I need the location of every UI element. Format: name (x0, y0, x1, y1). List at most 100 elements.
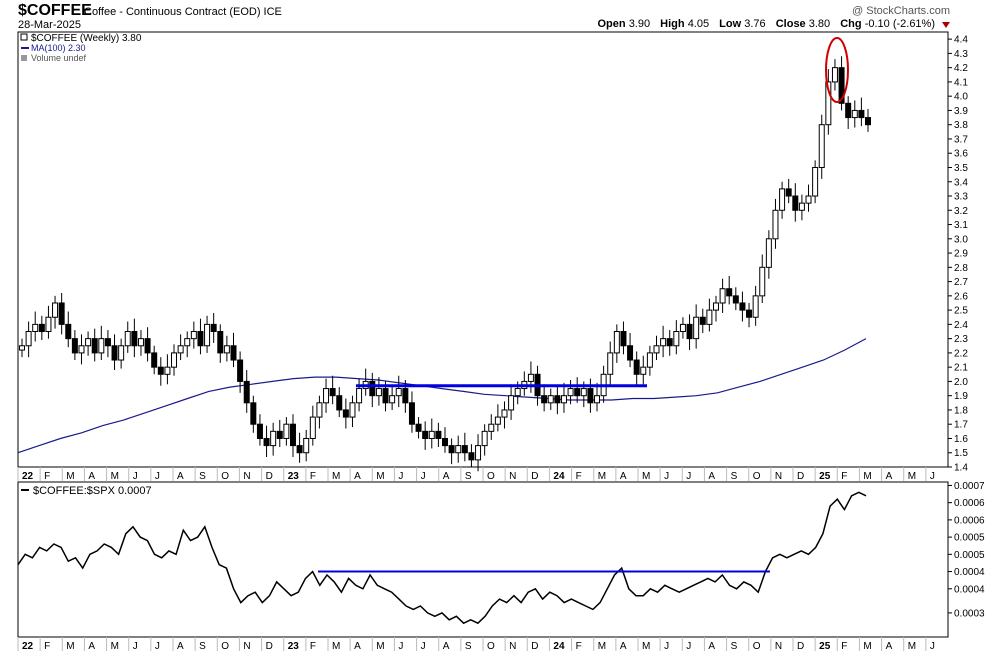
price-candle (408, 391, 415, 433)
price-ytick-label: 1.8 (954, 405, 968, 416)
candle-body (171, 352, 178, 368)
candle-body (765, 238, 772, 268)
price-candle (38, 315, 45, 341)
price-candle (475, 434, 482, 472)
ratio-xtick-label: F (576, 641, 582, 652)
price-xtick-label: A (620, 471, 627, 482)
candle-body (541, 395, 548, 404)
price-xtick-label: F (44, 471, 50, 482)
chart-date: 28-Mar-2025 (18, 19, 81, 31)
ratio-xtick-label: S (465, 641, 472, 652)
price-candle (613, 324, 620, 363)
price-ytick-label: 4.2 (954, 63, 968, 74)
price-candle (171, 344, 178, 376)
ratio-xtick-label: N (243, 641, 250, 652)
ratio-xtick-label: A (620, 641, 627, 652)
price-candle (752, 285, 759, 326)
candle-body (382, 388, 389, 404)
candle-body (210, 323, 217, 333)
legend-volume: Volume undef (31, 53, 87, 63)
price-ytick-label: 3.1 (954, 220, 968, 231)
ratio-ytick-label: 0.0007 (954, 481, 985, 492)
candle-body (607, 352, 614, 375)
candle-body (779, 188, 786, 211)
price-candle (349, 395, 356, 428)
candle-body (594, 395, 601, 404)
candle-body (197, 331, 204, 347)
candle-body (408, 402, 415, 425)
price-candle (508, 384, 515, 420)
price-candle (461, 432, 468, 462)
candle-body (752, 295, 759, 318)
price-candle (369, 372, 376, 408)
candle-body (52, 302, 59, 318)
price-candle (250, 395, 257, 433)
price-ytick-label: 2.0 (954, 377, 968, 388)
candle-body (58, 302, 65, 325)
ratio-panel (17, 481, 949, 638)
candle-body (712, 302, 719, 311)
price-candle (785, 178, 792, 204)
price-candle (646, 345, 653, 376)
ratio-xtick-label: J (155, 641, 160, 652)
candle-body (309, 416, 316, 439)
candle-body (560, 395, 567, 404)
candle-body (131, 331, 138, 347)
price-xtick-label: F (576, 471, 582, 482)
price-xtick-label: M (598, 471, 606, 482)
candle-body (494, 416, 501, 425)
candle-body (574, 388, 581, 397)
candle-body (323, 388, 330, 404)
price-ytick-label: 3.5 (954, 163, 968, 174)
price-candle (554, 385, 561, 415)
price-xtick-label: S (731, 471, 738, 482)
price-candle (151, 345, 158, 375)
price-candle (356, 378, 363, 412)
candle-body (772, 209, 779, 240)
price-candle (660, 325, 667, 358)
low-label: Low (719, 18, 742, 30)
ratio-xtick-label: M (332, 641, 340, 652)
price-ytick-label: 2.6 (954, 291, 968, 302)
price-xtick-label: N (243, 471, 250, 482)
candle-body (845, 102, 852, 119)
price-ytick-label: 3.2 (954, 206, 968, 217)
price-candle (521, 371, 528, 396)
price-ytick-label: 3.8 (954, 120, 968, 131)
price-candle (739, 291, 746, 322)
ratio-xtick-label: N (775, 641, 782, 652)
candle-body (65, 323, 72, 340)
price-candle (85, 331, 92, 356)
price-xtick-label: M (332, 471, 340, 482)
price-ytick-label: 4.0 (954, 92, 968, 103)
price-ytick-label: 2.8 (954, 263, 968, 274)
ratio-xtick-label: 23 (288, 641, 300, 652)
candle-body (349, 402, 356, 418)
candle-body (151, 352, 158, 368)
candle-body (276, 430, 283, 439)
ratio-xtick-label: D (531, 641, 538, 652)
price-candle (574, 377, 581, 403)
price-candle (501, 401, 508, 429)
candle-body (481, 430, 488, 447)
candle-body (118, 345, 125, 361)
candle-body (858, 109, 865, 119)
price-candle (197, 318, 204, 355)
price-candle (699, 308, 706, 333)
price-ytick-label: 2.4 (954, 320, 968, 331)
ratio-xtick-label: 25 (819, 641, 831, 652)
candle-body (693, 316, 700, 340)
price-candle (190, 321, 197, 349)
ratio-xtick-label: F (841, 641, 847, 652)
candle-body (329, 388, 336, 397)
price-xtick-label: A (354, 471, 361, 482)
candle-body (798, 202, 805, 211)
price-candle (289, 414, 296, 458)
price-candle (845, 96, 852, 129)
price-xtick-label: N (509, 471, 516, 482)
candle-body (514, 388, 521, 397)
price-xtick-label: J (398, 471, 403, 482)
candle-body (818, 124, 825, 168)
price-xtick-label: M (376, 471, 384, 482)
price-candle (435, 422, 442, 448)
